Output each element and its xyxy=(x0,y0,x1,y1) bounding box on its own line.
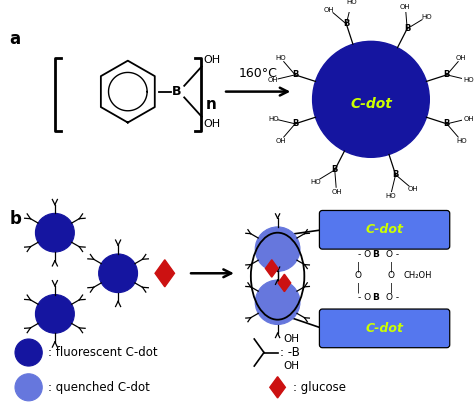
Text: OH: OH xyxy=(456,55,466,61)
Text: HO: HO xyxy=(463,77,474,83)
Text: OH: OH xyxy=(204,119,221,129)
Circle shape xyxy=(36,213,74,252)
Text: B: B xyxy=(373,250,379,259)
Text: HO: HO xyxy=(310,179,321,184)
Polygon shape xyxy=(278,274,291,292)
Text: OH: OH xyxy=(324,7,335,13)
Text: : -B: : -B xyxy=(280,346,300,359)
Text: |: | xyxy=(357,283,360,293)
Text: OH: OH xyxy=(407,186,418,192)
Text: HO: HO xyxy=(456,138,466,144)
Circle shape xyxy=(313,41,429,157)
Circle shape xyxy=(36,294,74,333)
Text: HO: HO xyxy=(268,116,279,121)
Text: OH: OH xyxy=(331,189,342,195)
Circle shape xyxy=(99,254,137,292)
Text: OH: OH xyxy=(268,77,279,83)
Polygon shape xyxy=(155,260,174,287)
Text: B: B xyxy=(343,20,349,29)
Text: B: B xyxy=(392,170,399,179)
Text: O: O xyxy=(355,271,362,280)
Text: HO: HO xyxy=(385,193,396,199)
Circle shape xyxy=(15,339,42,366)
Text: C-dot: C-dot xyxy=(365,223,403,236)
Text: : glucose: : glucose xyxy=(293,381,346,394)
Text: O: O xyxy=(388,271,395,280)
Text: : fluorescent C-dot: : fluorescent C-dot xyxy=(48,346,158,359)
Text: B: B xyxy=(444,70,450,79)
Text: : quenched C-dot: : quenched C-dot xyxy=(48,381,150,394)
Text: O -: O - xyxy=(385,250,399,259)
Text: a: a xyxy=(9,30,20,48)
FancyBboxPatch shape xyxy=(319,211,450,249)
Text: OH: OH xyxy=(400,4,410,9)
Text: B: B xyxy=(444,119,450,128)
Text: OH: OH xyxy=(204,54,221,65)
Text: HO: HO xyxy=(346,0,357,5)
Text: B: B xyxy=(172,85,181,98)
Text: B: B xyxy=(292,70,298,79)
Text: |: | xyxy=(390,262,393,272)
Text: |: | xyxy=(390,283,393,293)
Text: - O: - O xyxy=(358,292,372,301)
Polygon shape xyxy=(270,377,285,398)
Text: OH: OH xyxy=(283,334,300,344)
Text: OH: OH xyxy=(463,116,474,121)
Text: n: n xyxy=(206,97,217,112)
Text: HO: HO xyxy=(275,55,286,61)
Text: - O: - O xyxy=(358,250,372,259)
FancyBboxPatch shape xyxy=(319,309,450,348)
Text: C-dot: C-dot xyxy=(365,322,403,335)
Text: B: B xyxy=(292,119,298,128)
Polygon shape xyxy=(265,260,278,277)
Text: B: B xyxy=(332,165,338,175)
Circle shape xyxy=(255,280,300,324)
Circle shape xyxy=(15,374,42,401)
Text: 160°C: 160°C xyxy=(239,67,278,80)
Text: O -: O - xyxy=(385,292,399,301)
Text: b: b xyxy=(9,211,21,229)
Text: CH₂OH: CH₂OH xyxy=(403,271,431,280)
Text: B: B xyxy=(373,292,379,301)
Text: B: B xyxy=(404,24,410,33)
Text: OH: OH xyxy=(283,361,300,371)
Text: C-dot: C-dot xyxy=(350,97,392,111)
Circle shape xyxy=(255,227,300,271)
Text: HO: HO xyxy=(421,14,431,20)
Text: |: | xyxy=(357,262,360,272)
Text: OH: OH xyxy=(275,138,286,144)
